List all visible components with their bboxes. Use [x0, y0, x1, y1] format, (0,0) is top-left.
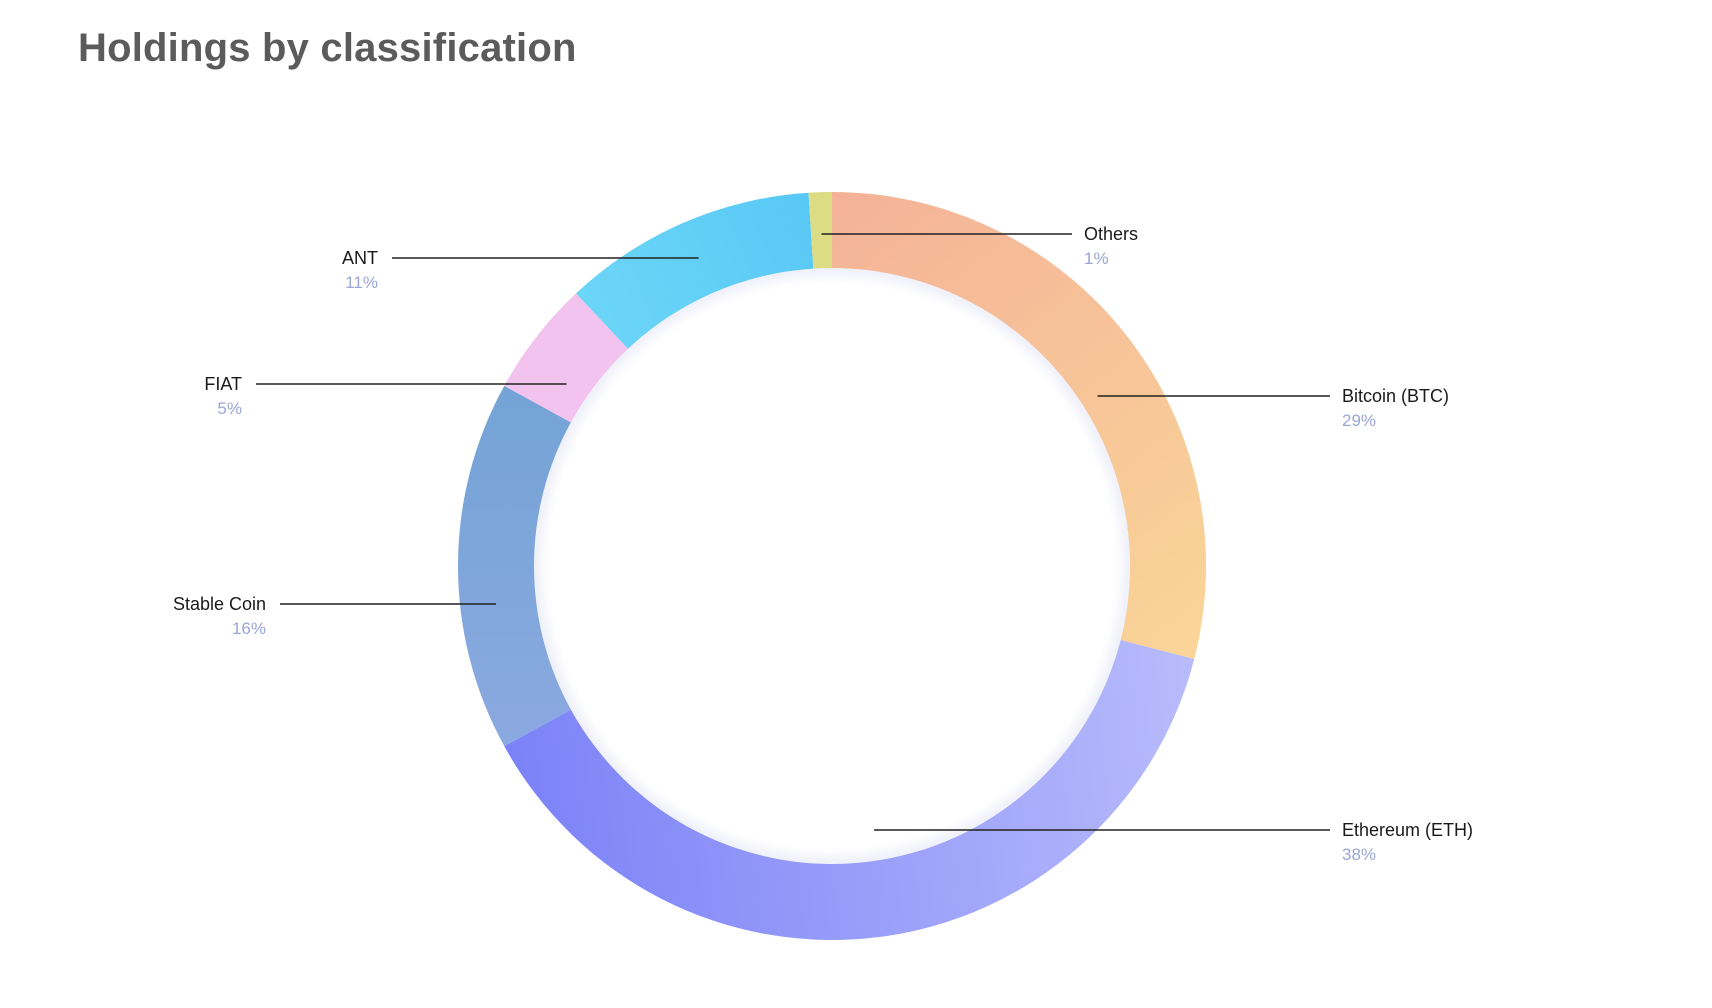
slice-bitcoin-btc[interactable] [832, 192, 1206, 660]
slice-percent-others: 1% [1084, 249, 1109, 268]
slice-ant[interactable] [575, 192, 814, 349]
slice-percent-fiat: 5% [217, 399, 242, 418]
slice-percent-stable-coin: 16% [232, 619, 266, 638]
slice-label-stable-coin: Stable Coin [173, 594, 266, 614]
chart-title: Holdings by classification [78, 26, 577, 70]
slice-label-fiat: FIAT [204, 374, 242, 394]
slice-others[interactable] [808, 192, 832, 269]
slice-label-ant: ANT [342, 248, 378, 268]
slice-percent-ethereum-eth: 38% [1342, 845, 1376, 864]
slice-ethereum-eth[interactable] [504, 640, 1195, 941]
slice-percent-ant: 11% [345, 273, 378, 292]
slice-label-bitcoin-btc: Bitcoin (BTC) [1342, 386, 1449, 406]
slice-label-ethereum-eth: Ethereum (ETH) [1342, 820, 1473, 840]
donut-inner-shadow [529, 263, 1135, 869]
slice-label-others: Others [1084, 224, 1138, 244]
slice-stable-coin[interactable] [457, 385, 571, 747]
slice-fiat[interactable] [504, 293, 629, 423]
slice-percent-bitcoin-btc: 29% [1342, 411, 1376, 430]
